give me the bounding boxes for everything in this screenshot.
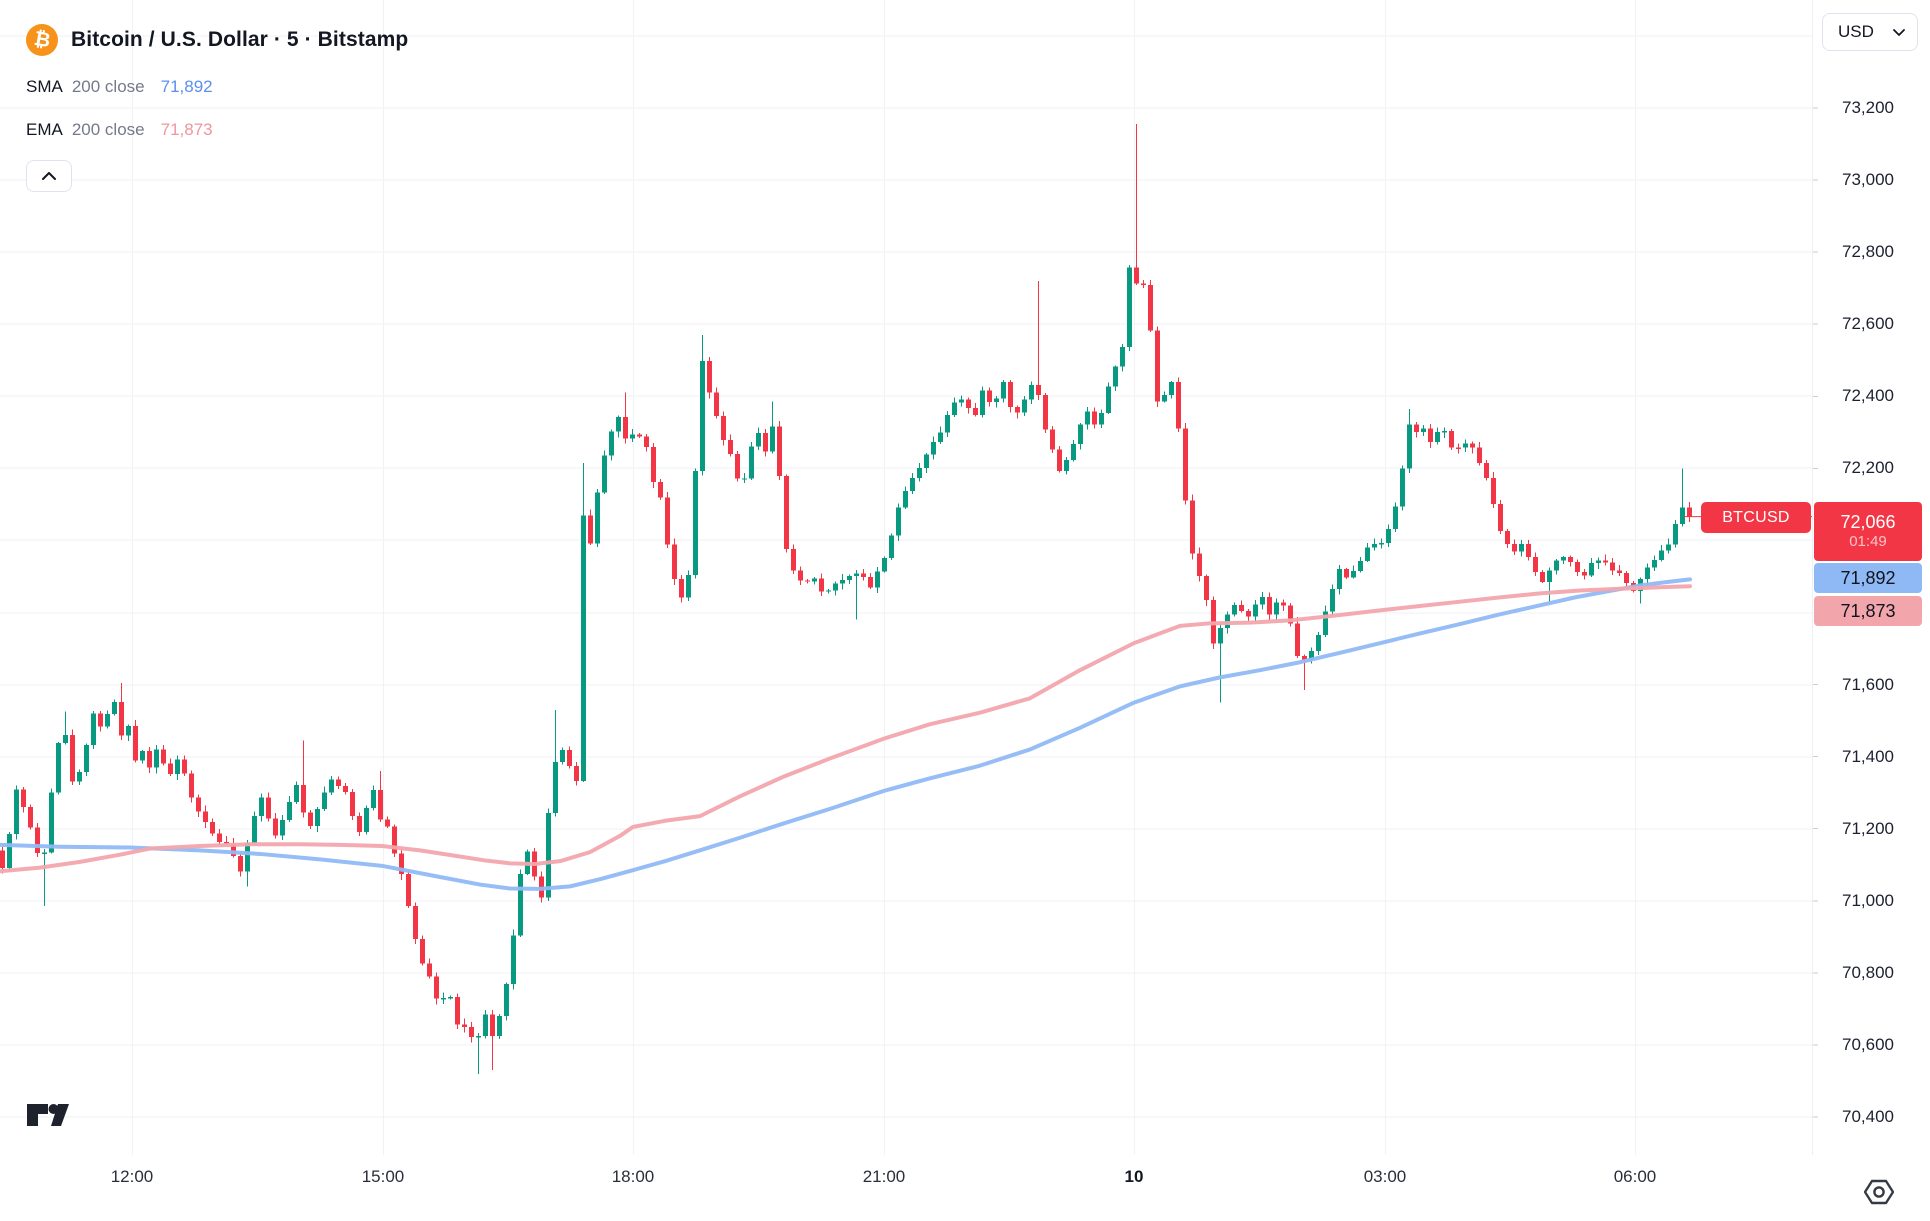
bar-countdown: 01:49 (1849, 533, 1887, 551)
time-axis-label: 12:00 (110, 1167, 154, 1186)
price-axis-label: 72,400 (1842, 386, 1894, 406)
time-axis-label: 06:00 (1613, 1167, 1657, 1186)
price-axis-label: 70,600 (1842, 1034, 1894, 1054)
time-axis[interactable]: 12:00 15:00 18:00 21:00 10 03:00 06:00 (0, 1155, 1930, 1221)
indicator-params: 200 close (71, 120, 145, 139)
chevron-down-icon (1893, 28, 1905, 36)
price-axis-label: 71,600 (1842, 674, 1894, 694)
chevron-up-icon (42, 172, 56, 180)
price-axis-label: 72,800 (1842, 242, 1894, 262)
tradingview-logo[interactable] (27, 1104, 75, 1139)
price-axis-border (1812, 0, 1813, 1155)
price-axis-label: 71,400 (1842, 746, 1894, 766)
time-axis-label: 03:00 (1363, 1167, 1407, 1186)
indicator-name: EMA (26, 120, 63, 139)
price-axis-label: 72,200 (1842, 458, 1894, 478)
price-axis-label: 72,600 (1842, 314, 1894, 334)
indicator-row-sma[interactable]: SMA 200 close 71,892 (26, 77, 213, 97)
price-axis-label: 70,400 (1842, 1107, 1894, 1126)
sma-price-badge: 71,892 (1814, 563, 1922, 593)
ema-price-badge: 71,873 (1814, 596, 1922, 626)
symbol-price-flag: BTCUSD (1701, 502, 1811, 533)
currency-label: USD (1838, 22, 1874, 41)
price-axis-label: 71,000 (1842, 890, 1894, 910)
time-axis-label: 18:00 (611, 1167, 655, 1186)
indicator-params: 200 close (71, 77, 145, 96)
collapse-legend-button[interactable] (26, 160, 72, 192)
price-axis-label: 70,800 (1842, 962, 1894, 982)
time-axis-label: 21:00 (862, 1167, 906, 1186)
last-price: 72,066 (1840, 511, 1896, 532)
currency-dropdown[interactable]: USD (1822, 13, 1918, 51)
axis-settings-icon[interactable] (1863, 1176, 1895, 1213)
indicator-row-ema[interactable]: EMA 200 close 71,873 (26, 120, 213, 140)
indicator-value: 71,892 (160, 77, 213, 96)
symbol-row[interactable]: ₿ Bitcoin / U.S. Dollar · 5 · Bitstamp (26, 24, 408, 56)
symbol-title[interactable]: Bitcoin / U.S. Dollar · 5 · Bitstamp (71, 28, 409, 51)
last-price-badge: 72,066 01:49 (1814, 502, 1922, 561)
indicator-value: 71,873 (160, 120, 213, 139)
time-axis-label: 10 (1124, 1167, 1144, 1186)
price-axis-label: 73,000 (1842, 170, 1894, 190)
time-axis-label: 15:00 (361, 1167, 405, 1186)
price-axis[interactable]: 73,200 73,000 72,800 72,600 72,400 72,200 71,6… (1812, 0, 1930, 1155)
indicator-name: SMA (26, 77, 63, 96)
tradingview-logo-icon (27, 1104, 69, 1126)
bitcoin-icon: ₿ (26, 24, 58, 56)
price-axis-label: 71,200 (1842, 818, 1894, 838)
price-axis-label: 73,200 (1842, 98, 1894, 117)
